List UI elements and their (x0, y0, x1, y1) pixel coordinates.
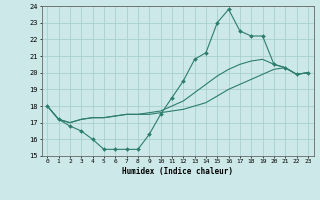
X-axis label: Humidex (Indice chaleur): Humidex (Indice chaleur) (122, 167, 233, 176)
